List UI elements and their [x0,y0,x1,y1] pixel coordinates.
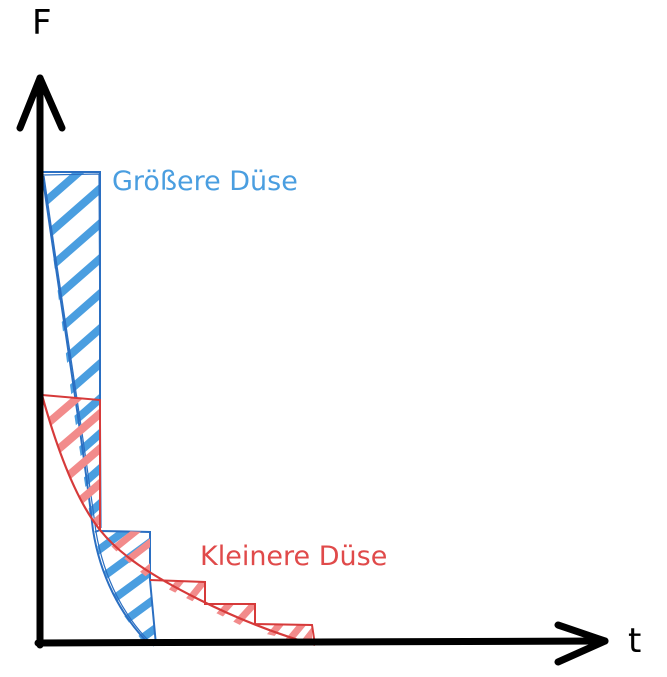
larger-nozzle-label: Größere Düse [112,166,298,197]
smaller-nozzle-label: Kleinere Düse [200,541,387,572]
x-axis-label: t [628,621,641,661]
x-axis-line [34,637,609,647]
larger-nozzle-hatch [41,171,157,647]
y-axis-arrowhead [16,74,66,132]
axes [16,74,609,666]
x-axis-arrowhead [554,621,609,666]
y-axis-label: F [32,3,52,43]
